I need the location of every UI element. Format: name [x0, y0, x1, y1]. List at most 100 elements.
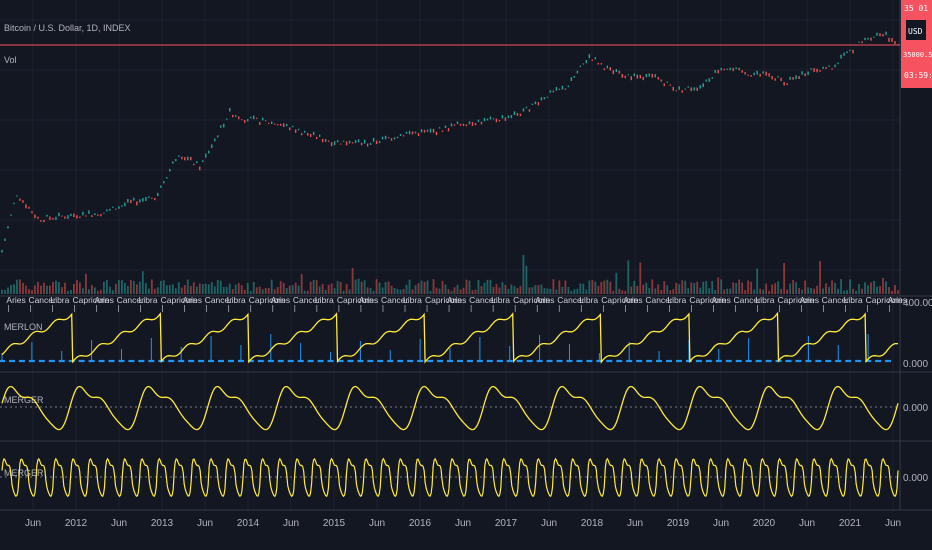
merlon-label: MERLON	[4, 322, 43, 332]
volume-bar	[708, 288, 711, 294]
volume-bar	[90, 285, 93, 294]
volume-bar	[387, 281, 390, 294]
candle	[241, 119, 243, 121]
merger-label-2: MERGER	[4, 468, 44, 478]
volume-bar	[882, 277, 884, 294]
volume-bar	[696, 281, 699, 294]
candle	[282, 123, 285, 128]
candle	[291, 125, 294, 128]
candle	[97, 214, 99, 216]
price-pane[interactable]: Bitcoin / U.S. Dollar, 1D, INDEX Vol	[0, 23, 900, 294]
zodiac-label: Cancer	[293, 295, 321, 305]
candle	[618, 70, 621, 74]
volume-bar	[786, 289, 789, 294]
volume-bars	[1, 254, 899, 294]
volume-bar	[40, 285, 42, 294]
volume-bar	[34, 285, 36, 294]
volume-bar	[10, 285, 12, 294]
volume-bar	[873, 280, 875, 294]
price-badge-value: 35000.58	[903, 51, 932, 59]
candle	[498, 119, 501, 122]
candle	[429, 128, 432, 133]
candle	[432, 128, 435, 133]
candle	[366, 143, 369, 147]
volume-bar	[88, 289, 90, 294]
x-axis-tick: 2012	[65, 518, 88, 529]
candle	[567, 85, 570, 88]
candle	[621, 73, 624, 78]
volume-bar	[441, 280, 444, 294]
zodiac-label: Cancer	[469, 295, 497, 305]
candle	[235, 115, 237, 117]
volume-bar	[381, 287, 384, 294]
zodiac-label: Aries	[447, 295, 466, 305]
candle	[196, 161, 198, 164]
zodiac-label: Aries	[888, 295, 907, 305]
candle	[705, 79, 707, 82]
candle	[666, 81, 668, 83]
candle	[16, 195, 18, 197]
merger-pane-2[interactable]: MERGER 0.000	[0, 457, 928, 498]
x-axis[interactable]: Jun 2012 Jun 2013 Jun 2014 Jun 2015 Jun 2016 Jun 20…	[25, 518, 901, 529]
candle	[118, 206, 120, 209]
volume-bar	[651, 279, 654, 294]
volume-bar	[594, 281, 597, 294]
candle	[64, 216, 66, 219]
candle	[187, 156, 189, 161]
volume-bar	[552, 279, 555, 294]
zodiac-label: Libra	[756, 295, 775, 305]
candle	[813, 68, 815, 72]
candle	[678, 86, 680, 90]
candle	[687, 86, 689, 88]
volume-bar	[531, 287, 534, 294]
volume-bar	[528, 287, 531, 294]
volume-bar	[82, 288, 84, 294]
candle	[34, 214, 36, 219]
candle	[268, 122, 270, 124]
volume-bar	[510, 284, 513, 294]
symbol-title: Bitcoin / U.S. Dollar, 1D, INDEX	[4, 23, 131, 33]
candle	[139, 199, 141, 203]
volume-bar	[204, 283, 207, 294]
candle	[699, 85, 701, 89]
candle	[750, 75, 752, 77]
volume-bar	[723, 289, 726, 294]
volume-bar	[456, 284, 459, 294]
candle	[612, 70, 615, 75]
volume-bar	[276, 287, 279, 294]
volume-bar	[621, 290, 624, 294]
candle	[133, 197, 135, 201]
x-axis-tick: Jun	[541, 518, 557, 529]
volume-bar	[891, 290, 893, 294]
candle	[597, 62, 600, 65]
candle	[561, 85, 564, 90]
merger-pane-1[interactable]: MERGER 0.000	[0, 385, 928, 431]
volume-bar	[396, 288, 399, 294]
volume-bar	[549, 288, 552, 294]
candle	[552, 90, 555, 93]
candle	[408, 130, 411, 135]
candle	[46, 214, 48, 217]
candle	[357, 139, 360, 143]
candle	[79, 216, 81, 218]
candle	[558, 88, 561, 90]
volume-bar	[64, 282, 66, 294]
candle	[411, 131, 414, 135]
volume-bar	[243, 289, 246, 294]
zodiac-label: Capricorn	[161, 295, 198, 305]
zodiac-label: Cancer	[117, 295, 145, 305]
candle	[564, 88, 567, 90]
volume-bar	[591, 279, 594, 294]
volume-bar	[486, 279, 489, 294]
volume-bar	[22, 282, 24, 294]
candle	[624, 75, 627, 79]
candle	[372, 137, 375, 142]
volume-bar	[192, 282, 195, 294]
volume-bar	[732, 282, 735, 294]
volume-bar	[165, 285, 168, 294]
merger-tick-2: 0.000	[903, 473, 928, 484]
candle	[399, 133, 402, 136]
merlon-pane[interactable]: MERLON 400.000 0.000	[0, 298, 932, 370]
volume-bar	[849, 279, 851, 294]
